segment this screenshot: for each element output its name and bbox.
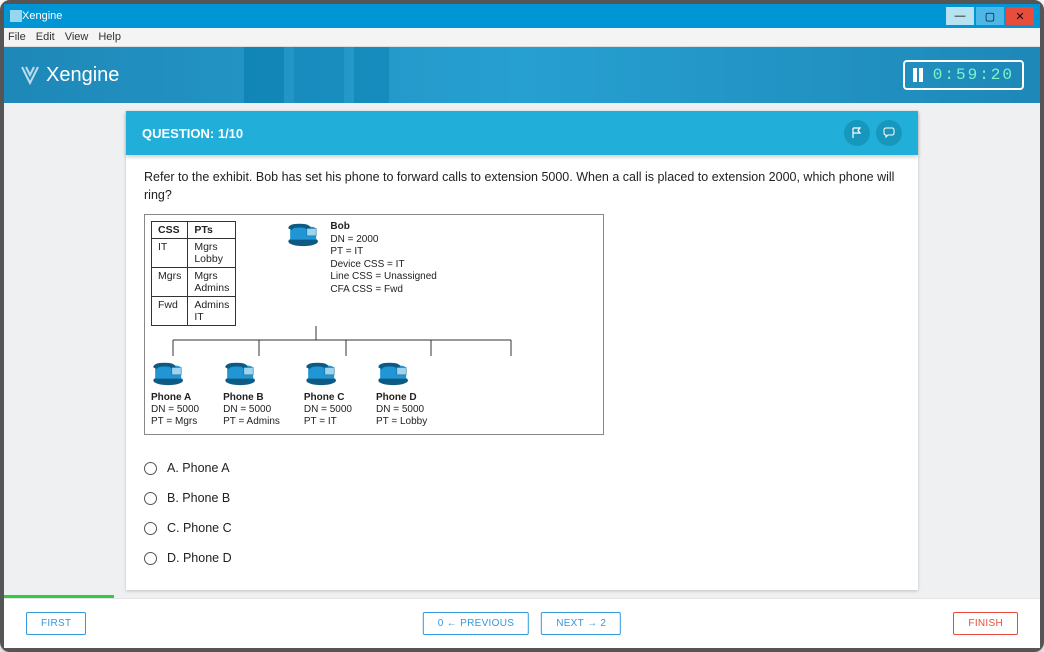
answer-options: A. Phone A B. Phone B C. Phone C D. Phon… xyxy=(144,453,900,573)
close-button[interactable]: ✕ xyxy=(1006,7,1034,25)
bob-phone: Bob DN = 2000 PT = IT Device CSS = IT Li… xyxy=(286,221,436,296)
window-title: Xengine xyxy=(22,10,944,22)
radio-icon xyxy=(144,522,157,535)
footer-nav: FIRST 0 ← PREVIOUS NEXT → 2 FINISH xyxy=(4,598,1040,648)
flag-icon xyxy=(851,127,863,139)
app-icon xyxy=(10,10,22,22)
phone-c: Phone C DN = 5000 PT = IT xyxy=(304,360,352,428)
phone-pt: PT = IT xyxy=(304,416,352,428)
option-label: A. Phone A xyxy=(167,461,230,475)
bob-line: Line CSS = Unassigned xyxy=(330,271,436,284)
phone-name: Phone C xyxy=(304,392,352,404)
banner-deco xyxy=(244,47,284,103)
css-pt-table: CSSPTs ITMgrsLobby MgrsMgrsAdmins FwdAdm… xyxy=(151,221,236,326)
table-cell: Fwd xyxy=(152,297,188,326)
phone-dn: DN = 5000 xyxy=(304,404,352,416)
network-lines xyxy=(151,326,591,358)
question-header: QUESTION: 1/10 xyxy=(126,111,918,155)
radio-icon xyxy=(144,462,157,475)
menu-edit[interactable]: Edit xyxy=(36,31,55,43)
phone-name: Phone D xyxy=(376,392,427,404)
banner-deco xyxy=(294,47,344,103)
option-label: B. Phone B xyxy=(167,491,230,505)
comment-icon xyxy=(883,127,895,139)
timer-box: 0:59:20 xyxy=(903,60,1024,90)
phone-pt: PT = Mgrs xyxy=(151,416,199,428)
finish-button[interactable]: FINISH xyxy=(953,612,1018,635)
banner: Xengine 0:59:20 xyxy=(4,47,1040,103)
radio-icon xyxy=(144,492,157,505)
app-name: Xengine xyxy=(46,64,119,87)
flag-button[interactable] xyxy=(844,120,870,146)
phone-b: Phone B DN = 5000 PT = Admins xyxy=(223,360,280,428)
table-cell: IT xyxy=(152,239,188,268)
bob-line: DN = 2000 xyxy=(330,234,436,247)
phone-icon xyxy=(304,360,342,386)
table-cell: AdminsIT xyxy=(188,297,236,326)
menu-file[interactable]: File xyxy=(8,31,26,43)
minimize-button[interactable]: — xyxy=(946,7,974,25)
first-button[interactable]: FIRST xyxy=(26,612,86,635)
question-card: QUESTION: 1/10 Refer to the exhibit. Bob… xyxy=(126,111,918,590)
previous-button[interactable]: 0 ← PREVIOUS xyxy=(423,612,529,635)
content-area: QUESTION: 1/10 Refer to the exhibit. Bob… xyxy=(4,103,1040,598)
bob-line: CFA CSS = Fwd xyxy=(330,284,436,297)
phone-icon xyxy=(151,360,189,386)
phones-row: Phone A DN = 5000 PT = Mgrs Phone B DN =… xyxy=(151,360,597,428)
bob-line: Device CSS = IT xyxy=(330,259,436,272)
table-cell: MgrsAdmins xyxy=(188,268,236,297)
phone-a: Phone A DN = 5000 PT = Mgrs xyxy=(151,360,199,428)
phone-name: Phone B xyxy=(223,392,280,404)
phone-pt: PT = Admins xyxy=(223,416,280,428)
comment-button[interactable] xyxy=(876,120,902,146)
table-cell: MgrsLobby xyxy=(188,239,236,268)
menubar: File Edit View Help xyxy=(4,28,1040,47)
option-d[interactable]: D. Phone D xyxy=(144,543,900,573)
phone-pt: PT = Lobby xyxy=(376,416,427,428)
question-text: Refer to the exhibit. Bob has set his ph… xyxy=(144,169,900,204)
table-header: CSS xyxy=(152,222,188,239)
phone-icon xyxy=(286,221,324,247)
radio-icon xyxy=(144,552,157,565)
timer-value: 0:59:20 xyxy=(933,66,1014,84)
table-cell: Mgrs xyxy=(152,268,188,297)
phone-name: Phone A xyxy=(151,392,199,404)
phone-icon xyxy=(376,360,414,386)
question-number: QUESTION: 1/10 xyxy=(142,126,243,141)
bob-line: PT = IT xyxy=(330,246,436,259)
phone-dn: DN = 5000 xyxy=(376,404,427,416)
option-label: C. Phone C xyxy=(167,521,232,535)
phone-dn: DN = 5000 xyxy=(223,404,280,416)
option-c[interactable]: C. Phone C xyxy=(144,513,900,543)
phone-d: Phone D DN = 5000 PT = Lobby xyxy=(376,360,427,428)
option-b[interactable]: B. Phone B xyxy=(144,483,900,513)
option-label: D. Phone D xyxy=(167,551,232,565)
bob-details: Bob DN = 2000 PT = IT Device CSS = IT Li… xyxy=(330,221,436,296)
menu-help[interactable]: Help xyxy=(98,31,121,43)
phone-dn: DN = 5000 xyxy=(151,404,199,416)
menu-view[interactable]: View xyxy=(65,31,89,43)
question-body: Refer to the exhibit. Bob has set his ph… xyxy=(126,155,918,587)
logo-icon xyxy=(20,65,40,85)
option-a[interactable]: A. Phone A xyxy=(144,453,900,483)
maximize-button[interactable]: ▢ xyxy=(976,7,1004,25)
app-logo: Xengine xyxy=(20,64,119,87)
next-button[interactable]: NEXT → 2 xyxy=(541,612,621,635)
bob-name: Bob xyxy=(330,221,436,234)
exhibit-diagram: CSSPTs ITMgrsLobby MgrsMgrsAdmins FwdAdm… xyxy=(144,214,604,435)
banner-deco xyxy=(354,47,389,103)
pause-icon[interactable] xyxy=(913,68,927,82)
phone-icon xyxy=(223,360,261,386)
table-header: PTs xyxy=(188,222,236,239)
titlebar: Xengine — ▢ ✕ xyxy=(4,4,1040,28)
